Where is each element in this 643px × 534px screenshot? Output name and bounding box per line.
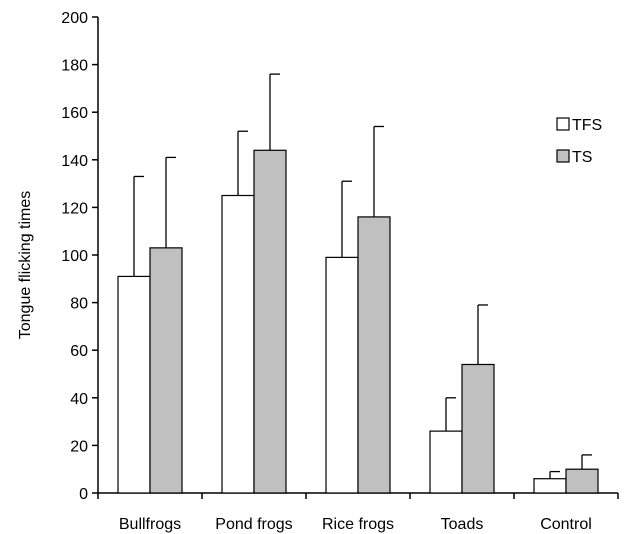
- y-tick-label: 120: [61, 200, 88, 217]
- bar-tfs-toads: [429, 430, 463, 494]
- y-tick-label: 140: [61, 153, 88, 170]
- x-category-label: Control: [540, 516, 592, 533]
- y-tick-label: 100: [61, 248, 88, 265]
- bar-ts-bullfrogs: [149, 247, 183, 494]
- bar-tfs-pond-frogs: [221, 194, 255, 494]
- y-tick-label: 80: [70, 296, 88, 313]
- bar-ts-rice-frogs: [357, 216, 391, 494]
- bars: [117, 149, 599, 494]
- y-ticks: 0 20 40 60 80 100 120 140 160 180 200: [61, 10, 98, 503]
- bar-ts-pond-frogs: [253, 149, 287, 494]
- legend-label-ts: TS: [572, 149, 592, 166]
- x-category-label: Rice frogs: [322, 516, 394, 533]
- legend: TFS TS: [556, 117, 602, 166]
- y-axis-title: Tongue flicking times: [17, 191, 34, 340]
- x-category-label: Pond frogs: [215, 516, 292, 533]
- y-tick-label: 60: [70, 343, 88, 360]
- bar-tfs-control: [533, 478, 567, 494]
- bar-tfs-rice-frogs: [325, 256, 359, 494]
- y-tick-label: 0: [79, 486, 88, 503]
- y-tick-label: 200: [61, 10, 88, 27]
- x-category-label: Bullfrogs: [119, 516, 181, 533]
- bar-ts-control: [565, 468, 599, 494]
- y-tick-label: 180: [61, 58, 88, 75]
- y-tick-label: 40: [70, 391, 88, 408]
- legend-swatch-ts: [556, 149, 570, 163]
- x-category-label: Toads: [441, 516, 484, 533]
- error-bars: [133, 73, 592, 479]
- y-tick-label: 20: [70, 438, 88, 455]
- legend-label-tfs: TFS: [572, 117, 602, 134]
- y-tick-label: 160: [61, 105, 88, 122]
- bar-ts-toads: [461, 363, 495, 494]
- bar-tfs-bullfrogs: [117, 275, 151, 494]
- x-labels: Bullfrogs Pond frogs Rice frogs Toads Contro…: [97, 493, 619, 533]
- legend-swatch-tfs: [556, 117, 570, 131]
